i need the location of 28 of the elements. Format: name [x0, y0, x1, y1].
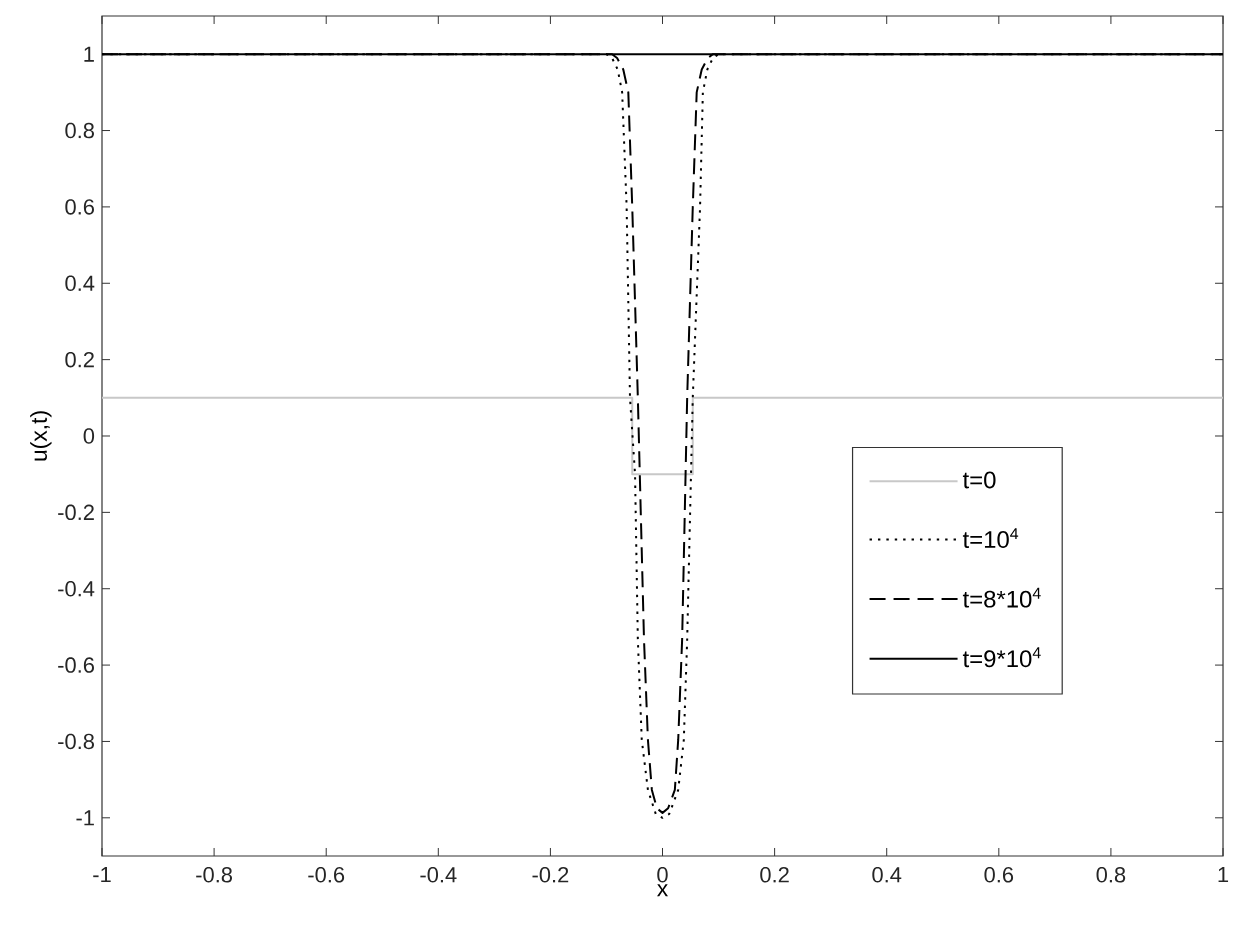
legend-label: t=0 — [962, 471, 996, 489]
y-tick-label: 0.8 — [65, 122, 94, 139]
x-tick-label: -0.6 — [308, 867, 345, 883]
x-tick-label: -0.8 — [196, 867, 233, 883]
x-tick-label: 0 — [657, 867, 668, 883]
y-tick-label: 0 — [83, 428, 95, 444]
x-tick-label: -0.4 — [420, 867, 457, 883]
y-tick-label: -0.8 — [58, 733, 94, 750]
legend-label: t=8*10$^{4}$ — [962, 587, 1041, 608]
y-tick-label: -0.6 — [58, 657, 94, 673]
x-axis-title: x — [657, 884, 668, 897]
x-tick-label: -1 — [93, 867, 111, 883]
x-tick-label: 0.8 — [1096, 867, 1126, 883]
x-tick-label: 0.4 — [872, 867, 902, 883]
x-tick-label: -0.2 — [532, 867, 569, 883]
y-axis-title: u(x,t) — [30, 411, 52, 461]
legend-label: t=9*10$^{4}$ — [962, 647, 1041, 668]
y-tick-label: 0.2 — [65, 351, 94, 368]
x-tick-label: 0.6 — [984, 867, 1014, 883]
y-tick-label: 1 — [84, 46, 94, 62]
x-tick-label: 0.2 — [760, 867, 789, 883]
y-tick-label: 0.4 — [65, 275, 95, 292]
legend-label: t=10$^{4}$ — [962, 528, 1019, 549]
y-tick-label: -0.2 — [58, 504, 94, 521]
x-tick-label: 1 — [1218, 867, 1229, 883]
y-tick-label: 0.6 — [65, 199, 94, 215]
y-tick-label: -1 — [76, 810, 94, 826]
y-tick-label: -0.4 — [58, 580, 95, 597]
